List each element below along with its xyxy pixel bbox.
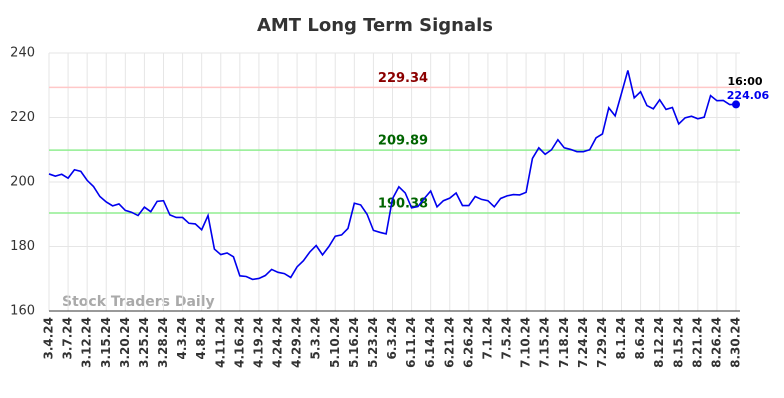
x-tick-label: 6.11.24 [404,317,418,368]
last-time: 16:00 [727,75,762,88]
x-tick-label: 8.15.24 [671,317,685,368]
x-tick-label: 7.5.24 [500,317,514,360]
x-tick-label: 7.18.24 [557,317,571,368]
x-tick-label: 3.12.24 [80,317,94,368]
reference-label: 209.89 [378,134,428,149]
x-tick-label: 7.10.24 [519,317,533,368]
x-tick-label: 5.23.24 [366,317,380,368]
x-tick-label: 6.21.24 [442,317,456,368]
x-tick-label: 7.24.24 [576,317,590,368]
chart-title: AMT Long Term Signals [257,15,493,36]
x-tick-label: 8.12.24 [652,317,666,368]
y-tick-label: 220 [10,110,35,125]
reference-label: 229.34 [378,71,428,86]
last-price: 224.06 [727,89,770,102]
x-tick-label: 4.3.24 [175,317,189,360]
watermark: Stock Traders Daily [62,294,215,310]
y-tick-label: 200 [10,175,35,190]
x-tick-label: 4.11.24 [213,317,227,368]
x-tick-label: 3.4.24 [42,317,56,360]
x-tick-label: 6.14.24 [423,317,437,368]
x-tick-label: 3.7.24 [61,317,75,360]
x-tick-label: 8.30.24 [729,317,743,368]
x-tick-label: 8.6.24 [633,317,647,360]
x-tick-label: 4.19.24 [251,317,265,368]
x-tick-label: 3.28.24 [156,317,170,368]
x-tick-label: 7.1.24 [480,317,494,360]
y-tick-label: 240 [10,46,35,61]
x-tick-label: 4.29.24 [290,317,304,368]
last-point [732,100,740,109]
x-tick-label: 8.21.24 [690,317,704,368]
x-tick-label: 3.20.24 [118,317,132,368]
x-tick-label: 4.8.24 [194,317,208,360]
x-tick-label: 5.3.24 [309,317,323,360]
x-tick-label: 8.26.24 [709,317,723,368]
x-tick-label: 6.3.24 [385,317,399,360]
x-tick-label: 3.25.24 [137,317,151,368]
x-tick-label: 4.16.24 [232,317,246,368]
y-tick-label: 160 [10,304,35,319]
x-tick-label: 7.29.24 [595,317,609,368]
x-tick-label: 5.10.24 [328,317,342,368]
x-tick-label: 6.26.24 [461,317,475,368]
x-tick-label: 3.15.24 [99,317,113,368]
x-tick-label: 8.1.24 [614,317,628,360]
x-tick-label: 4.24.24 [271,317,285,368]
x-tick-label: 5.16.24 [347,317,361,368]
y-tick-label: 180 [10,239,35,254]
x-tick-label: 7.15.24 [538,317,552,368]
price-line [48,70,737,281]
